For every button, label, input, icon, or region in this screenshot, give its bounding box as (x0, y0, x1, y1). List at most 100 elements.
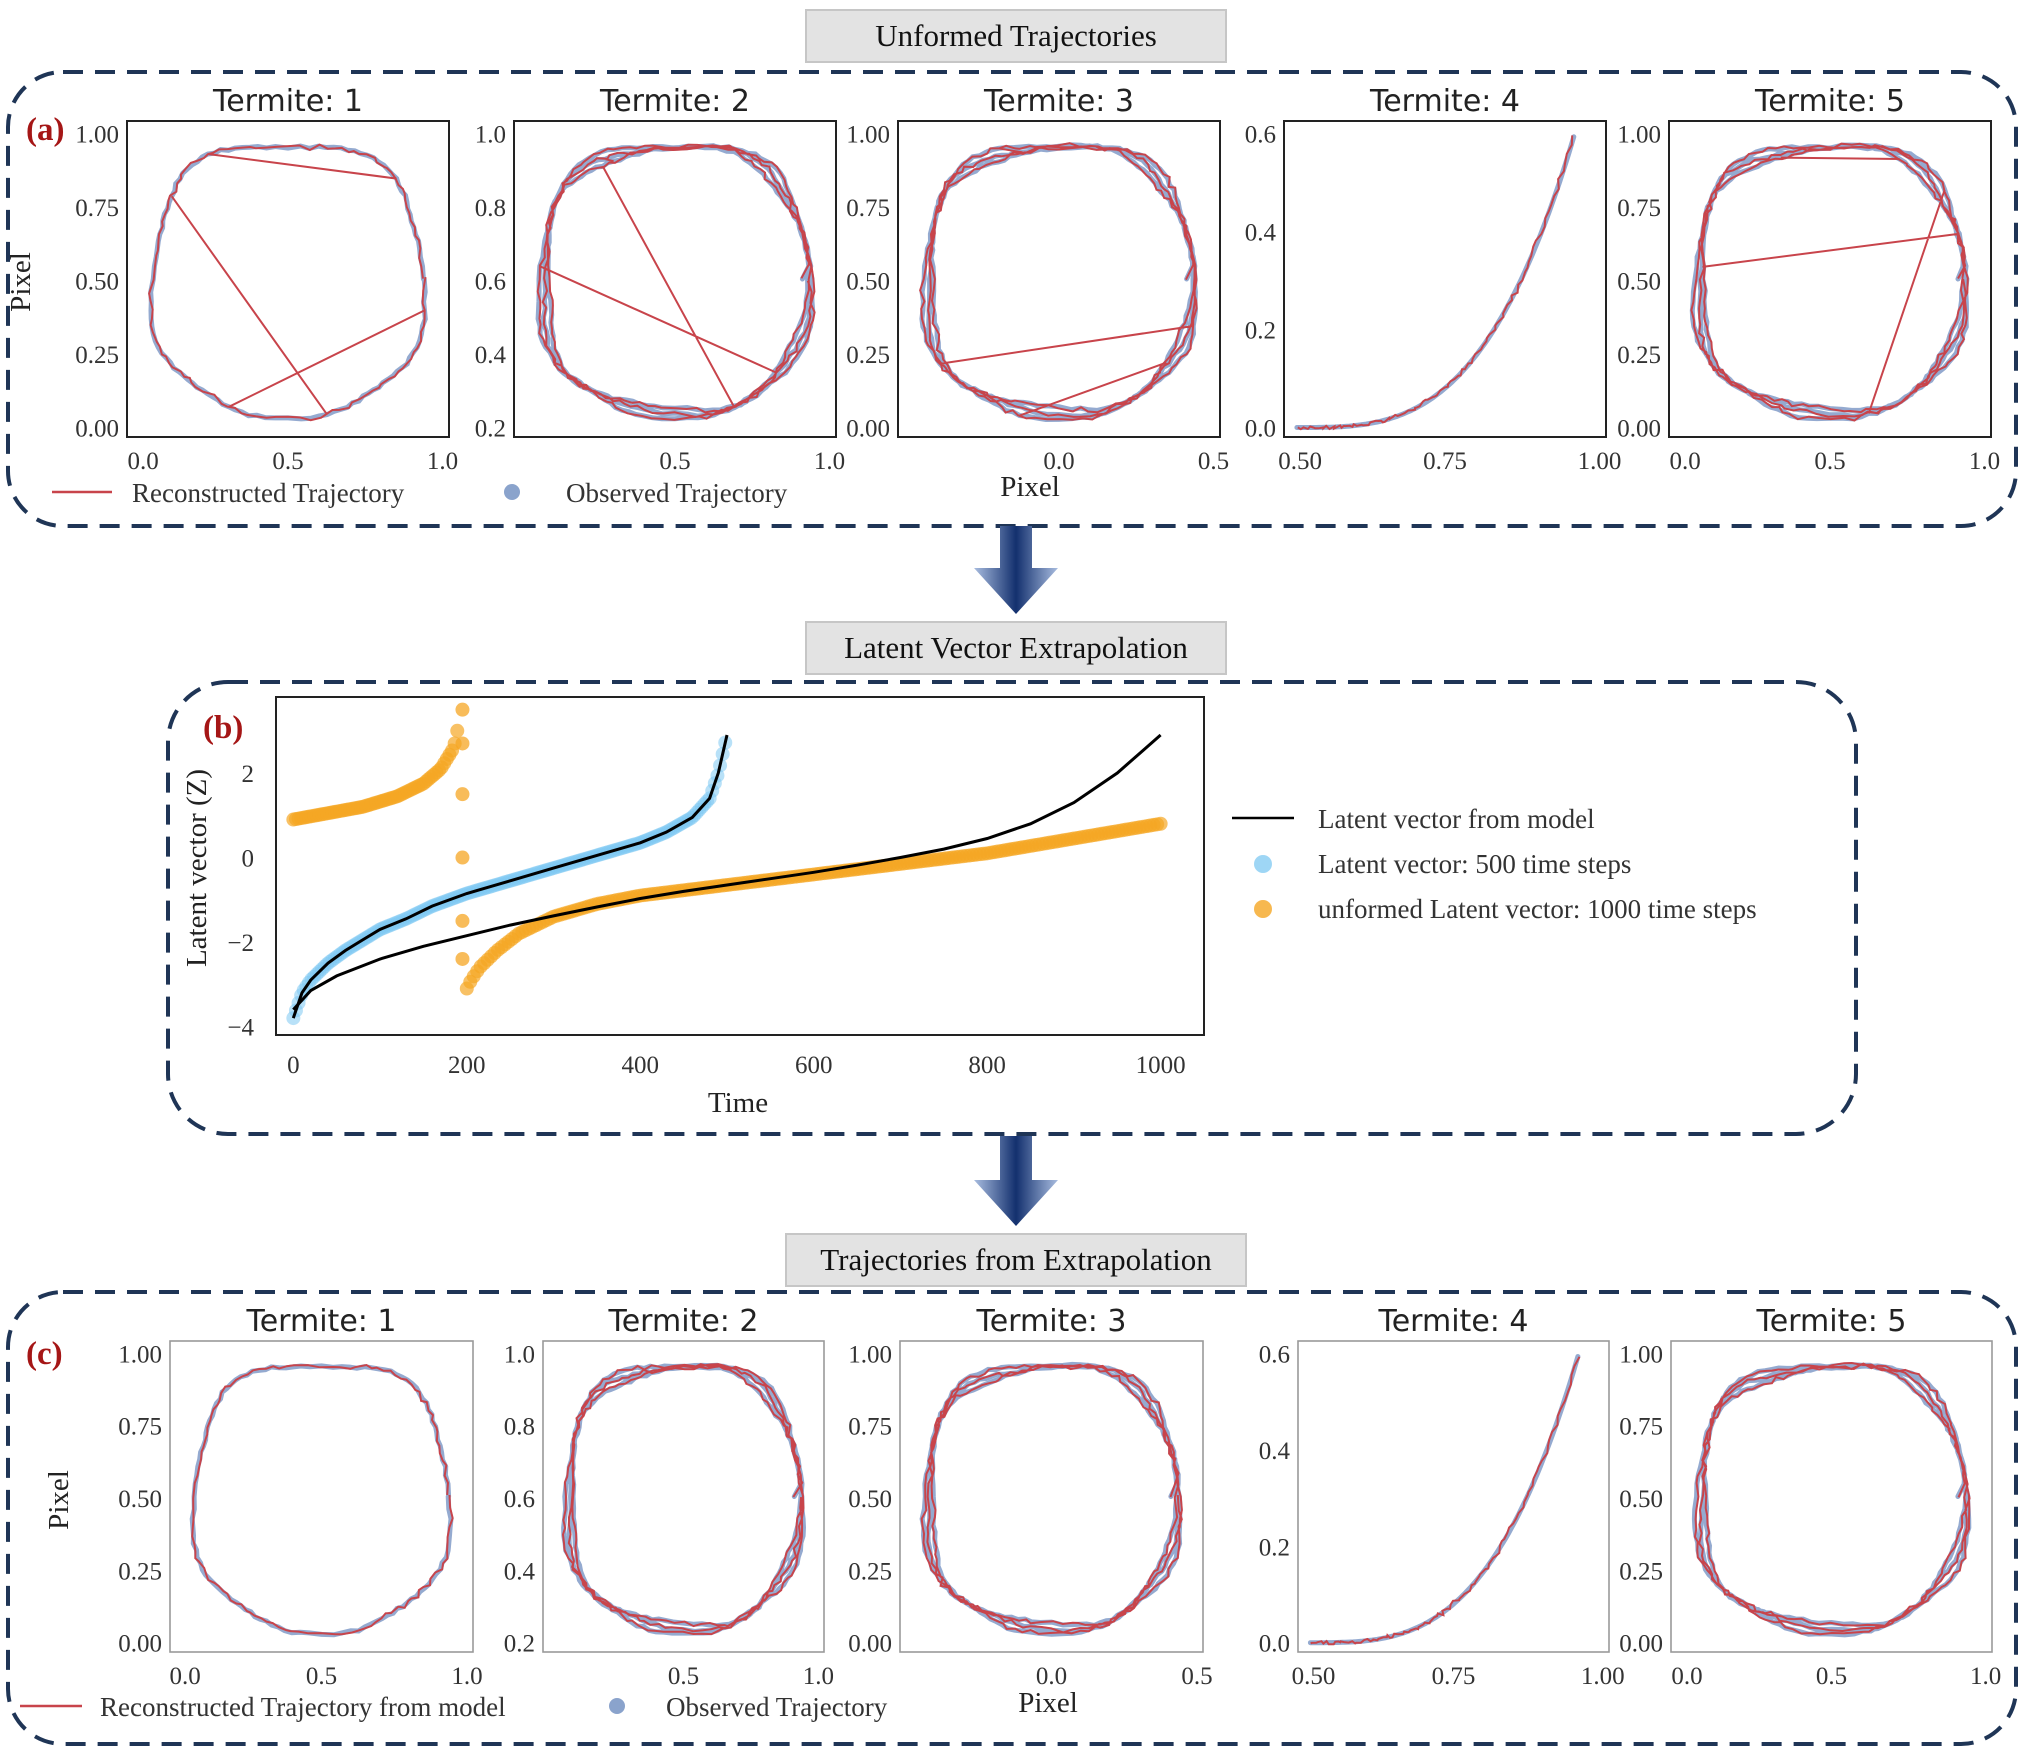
c-subplot-1-xtick: 1.0 (451, 1663, 482, 1690)
c-subplot-5-frame (1670, 1340, 1993, 1653)
a-subplot-5-ytick: 0.75 (1617, 195, 1661, 222)
panel-b-frame (166, 680, 1858, 1136)
legend-c-observed-swatch (609, 1698, 625, 1714)
a-subplot-2-title: Termite: 2 (599, 84, 750, 119)
c-subplot-4-xtick: 1.00 (1581, 1663, 1625, 1690)
c-subplot-2-xtick: 1.0 (803, 1663, 834, 1690)
c-subplot-1-ytick: 0.25 (118, 1558, 162, 1585)
legend-c-observed-label: Observed Trajectory (666, 1692, 888, 1722)
a-subplot-4-ytick: 0.6 (1245, 122, 1276, 149)
c-subplot-1-ytick: 0.50 (118, 1486, 162, 1513)
legend-b-unformed-label: unformed Latent vector: 1000 time steps (1318, 894, 1757, 924)
c-subplot-4-ytick: 0.4 (1259, 1438, 1291, 1465)
c-subplot-2-xtick: 0.5 (668, 1663, 699, 1690)
c-subplot-3-frame (899, 1340, 1204, 1653)
panel-letter-a: (a) (26, 112, 64, 148)
a-subplot-4-ytick: 0.4 (1245, 220, 1277, 247)
c-subplot-1-frame (169, 1340, 474, 1653)
c-subplot-3-ytick: 0.00 (848, 1631, 892, 1658)
panel-b-ytick: −4 (227, 1015, 254, 1042)
c-subplot-3-reconstructed-series (920, 1363, 1183, 1635)
panel-b-ytick: 0 (242, 846, 255, 873)
c-subplot-4-xtick: 0.50 (1292, 1663, 1336, 1690)
a-subplot-5-frame (1668, 120, 1992, 438)
panel-c-subplots: Termite: 1 0.0 0.5 1.0 1.00 0.75 0.50 0.25 0.00 T… (118, 1304, 2001, 1690)
a-subplot-2-frame (513, 120, 837, 438)
panel-a-ylabel: Pixel (5, 252, 37, 312)
a-subplot-3-ytick: 1.00 (846, 122, 890, 149)
legend-c: Reconstructed Trajectory from model Obse… (20, 1692, 888, 1722)
c-subplot-2: Termite: 2 0.5 1.0 1.0 0.8 0.6 0.4 0.2 (504, 1304, 834, 1690)
down-arrow-icon (974, 526, 1058, 614)
c-subplot-4-xtick: 0.75 (1432, 1663, 1476, 1690)
a-subplot-5-reconstructed-series (1690, 142, 1969, 422)
panel-b-xtick: 1000 (1136, 1052, 1186, 1079)
stage-label-c-text: Trajectories from Extrapolation (820, 1242, 1212, 1277)
a-subplot-4-frame (1283, 120, 1607, 438)
panel-letter-b: (b) (203, 710, 243, 746)
latent-unformed-point (450, 723, 465, 738)
a-subplot-3-xtick: 0.5 (1198, 448, 1229, 475)
c-subplot-3-title: Termite: 3 (976, 1304, 1127, 1339)
c-subplot-2-frame (542, 1340, 825, 1653)
stage-label-c: Trajectories from Extrapolation (785, 1233, 1247, 1287)
c-subplot-3: Termite: 3 0.0 0.5 1.00 0.75 0.50 0.25 0.00 (848, 1304, 1212, 1690)
legend-a-observed-swatch (504, 484, 520, 500)
c-subplot-5-reconstructed-series (1693, 1361, 1971, 1636)
c-subplot-1-ytick: 0.00 (118, 1631, 162, 1658)
c-subplot-5: Termite: 5 0.0 0.5 1.0 1.00 0.75 0.50 0.25 0.00 (1619, 1304, 2001, 1690)
legend-b-latent500-label: Latent vector: 500 time steps (1318, 849, 1631, 879)
latent-unformed-point (455, 913, 470, 928)
panel-b-ylabel: Latent vector (Z) (181, 769, 213, 967)
a-subplot-1-ytick: 0.50 (75, 269, 119, 296)
panel-b-xtick: 200 (448, 1052, 486, 1079)
c-subplot-1-xtick: 0.0 (170, 1663, 201, 1690)
c-subplot-3-ytick: 0.75 (848, 1414, 892, 1441)
a-subplot-3-frame (897, 120, 1221, 438)
c-subplot-2-reconstructed-series (561, 1363, 805, 1636)
c-subplot-2-ytick: 0.8 (504, 1414, 535, 1441)
a-subplot-1-xtick: 1.0 (427, 448, 458, 475)
a-subplot-2-ytick: 0.2 (475, 416, 506, 443)
legend-a: Reconstructed Trajectory Observed Trajec… (52, 478, 788, 508)
a-subplot-1-ytick: 0.00 (75, 416, 119, 443)
model-line-500 (291, 734, 729, 1019)
a-subplot-1-ytick: 1.00 (75, 122, 119, 149)
a-subplot-2-xtick: 1.0 (814, 448, 845, 475)
c-subplot-4-title: Termite: 4 (1378, 1304, 1529, 1339)
latent-unformed-point (455, 736, 470, 751)
latent-unformed-point (455, 787, 470, 802)
a-subplot-3-ytick: 0.25 (846, 342, 890, 369)
c-subplot-2-ytick: 0.6 (504, 1486, 535, 1513)
a-subplot-4: Termite: 4 0.50 0.75 1.00 0.6 0.4 0.2 0.0 (1245, 84, 1622, 475)
latent-unformed-point (455, 702, 470, 717)
c-subplot-4-ytick: 0.0 (1259, 1631, 1290, 1658)
c-subplot-5-ytick: 0.00 (1619, 1631, 1663, 1658)
c-subplot-5-ytick: 0.50 (1619, 1486, 1663, 1513)
a-subplot-4-reconstructed-series (1297, 135, 1574, 431)
a-subplot-3-xtick: 0.0 (1043, 448, 1074, 475)
a-subplot-4-xtick: 0.75 (1423, 448, 1467, 475)
c-subplot-4: Termite: 4 0.50 0.75 1.00 0.6 0.4 0.2 0.0 (1259, 1304, 1625, 1690)
c-subplot-1-title: Termite: 1 (246, 1304, 397, 1339)
c-subplot-3-xtick: 0.5 (1181, 1663, 1212, 1690)
c-subplot-3-xtick: 0.0 (1036, 1663, 1067, 1690)
a-subplot-2-ytick: 0.6 (475, 269, 506, 296)
a-subplot-2: Termite: 2 0.5 1.0 1.0 0.8 0.6 0.4 0.2 (475, 84, 845, 475)
a-subplot-5-ytick: 0.50 (1617, 269, 1661, 296)
a-subplot-5-ytick: 0.25 (1617, 342, 1661, 369)
c-subplot-5-xtick: 0.5 (1816, 1663, 1847, 1690)
legend-c-reconstructed-label: Reconstructed Trajectory from model (100, 1692, 506, 1722)
a-subplot-5-ytick: 1.00 (1617, 122, 1661, 149)
panel-c-xlabel: Pixel (1018, 1687, 1078, 1719)
c-subplot-5-xtick: 1.0 (1970, 1663, 2001, 1690)
a-subplot-2-ytick: 0.4 (475, 342, 507, 369)
panel-b-xtick: 800 (968, 1052, 1006, 1079)
a-subplot-3-ytick: 0.75 (846, 195, 890, 222)
legend-b-unformed-swatch (1254, 900, 1272, 918)
a-subplot-5-xtick: 1.0 (1969, 448, 2000, 475)
c-subplot-4-ytick: 0.2 (1259, 1534, 1290, 1561)
a-subplot-1-reconstructed-series (148, 143, 427, 422)
c-subplot-5-ytick: 0.75 (1619, 1414, 1663, 1441)
down-arrow-icon (974, 1136, 1058, 1226)
